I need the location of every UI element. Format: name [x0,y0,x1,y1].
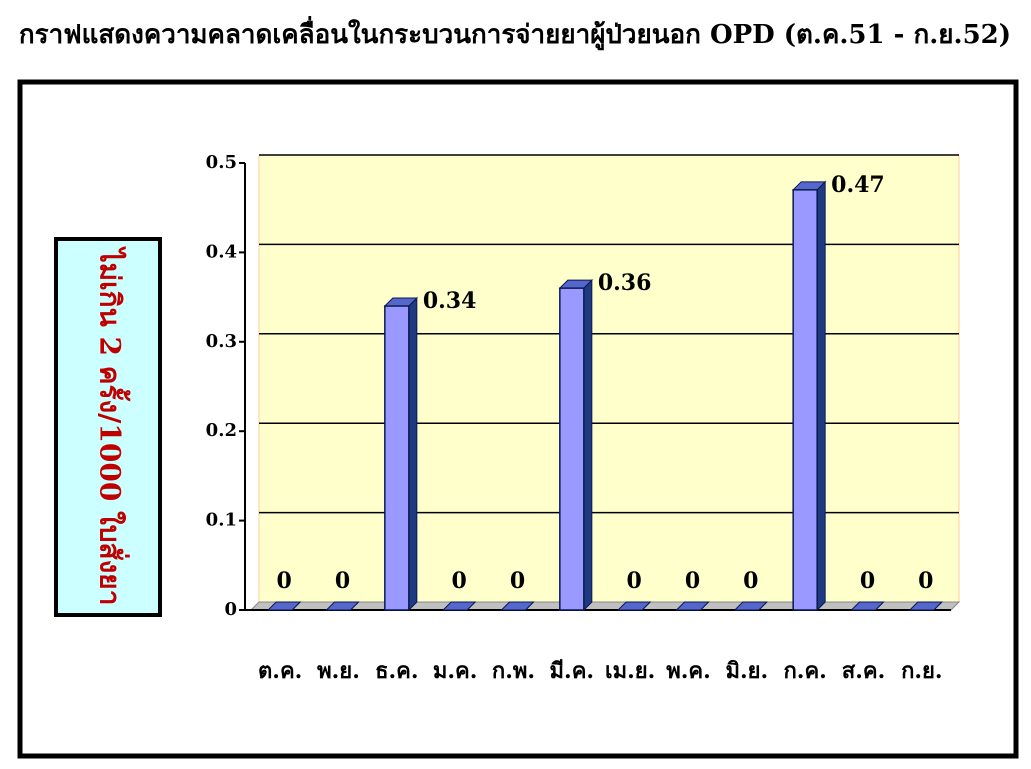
data-label: 0 [510,568,525,594]
y-tick-label: 0.4 [206,241,237,262]
data-label: 0.36 [598,270,652,296]
data-label: 0 [860,568,875,594]
x-tick-label: พ.ย. [317,658,360,684]
bar-top [616,601,652,611]
y-tick-label: 0.1 [206,510,237,531]
y-tick-label: 0.3 [206,331,237,352]
data-label: 0 [627,568,642,594]
bar [792,189,818,611]
data-label: 0 [335,568,350,594]
bar-top [733,601,769,611]
bar-top [908,601,944,611]
bar [559,287,585,611]
x-tick-label: เม.ย. [605,658,655,684]
x-tick-label: ก.ย. [901,658,943,684]
x-tick-label: ส.ค. [842,658,885,684]
data-label: 0 [918,568,933,594]
bar [384,305,410,611]
data-label: 0 [277,568,292,594]
x-tick-label: ม.ค. [433,658,478,684]
data-label: 0 [743,568,758,594]
bar-top [441,601,477,611]
bar-top [266,601,302,611]
y-tick-label: 0.5 [206,152,237,173]
bar-top [325,601,360,611]
x-tick-label: ธ.ค. [375,658,418,684]
bar-top [500,601,535,611]
chart-title: กราฟแสดงความคลาดเคลื่อนในกระบวนการจ่ายยา… [19,15,1011,51]
x-tick-label: ก.พ. [492,658,535,684]
plot-wall [258,154,960,603]
y-axis-label: ไม่เกิน 2 ครั้ง/1000 ใบสั่งยา [94,246,132,606]
y-tick-label: 0 [224,599,237,620]
bar-side [408,296,418,612]
bar-side [583,278,593,612]
x-tick-label: มิ.ย. [725,658,768,684]
data-label: 0.47 [831,172,885,198]
bar-top [850,601,885,611]
y-tick-label: 0.2 [206,420,237,441]
x-tick-label: พ.ค. [666,658,711,684]
x-tick-label: มี.ค. [550,658,595,684]
y-label-box [54,237,162,617]
bar-top [675,601,710,611]
data-label: 0.34 [423,288,477,314]
bar-side [816,180,826,612]
x-tick-label: ต.ค. [258,658,302,684]
data-label: 0 [685,568,700,594]
x-tick-label: ก.ค. [783,658,826,684]
data-label: 0 [452,568,467,594]
